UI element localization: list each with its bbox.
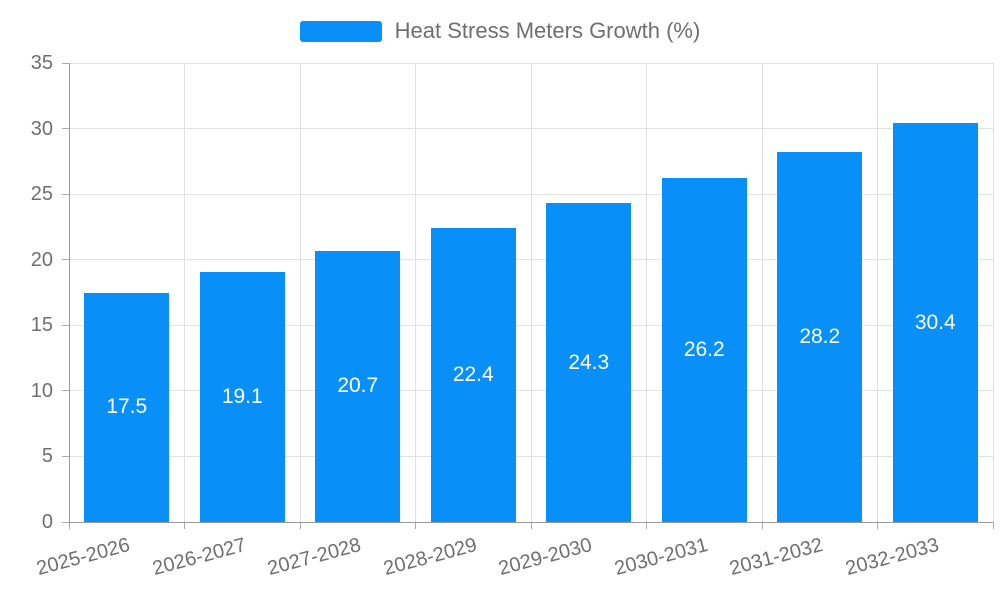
y-axis-label: 5	[41, 445, 53, 468]
y-axis-tick	[62, 259, 69, 261]
legend-label: Heat Stress Meters Growth (%)	[394, 18, 701, 43]
bar-value-label: 19.1	[221, 384, 263, 408]
x-axis-label: 2028-2029	[380, 534, 479, 581]
x-gridline	[415, 63, 416, 522]
bar[interactable]: 24.3	[546, 203, 632, 522]
x-axis-tick	[646, 522, 647, 529]
bar[interactable]: 19.1	[199, 271, 285, 522]
x-axis-label: 2027-2028	[265, 534, 364, 581]
legend-swatch	[299, 20, 382, 42]
y-axis-label: 30	[30, 117, 53, 140]
bar[interactable]: 26.2	[661, 178, 747, 522]
y-axis-label: 25	[30, 183, 53, 206]
y-axis-tick	[62, 455, 69, 457]
y-axis-label: 0	[41, 511, 53, 533]
bar-value-label: 26.2	[683, 338, 725, 362]
bar-value-label: 20.7	[337, 374, 379, 398]
y-axis-tick	[62, 62, 69, 64]
x-axis-tick	[530, 522, 532, 529]
x-axis-tick	[299, 522, 301, 529]
bar[interactable]: 30.4	[892, 123, 978, 522]
y-axis-tick	[62, 193, 69, 195]
x-axis-tick	[184, 522, 185, 529]
y-axis-tick	[62, 128, 69, 130]
y-axis-line	[69, 63, 70, 522]
bar-value-label: 28.2	[799, 325, 841, 349]
x-axis-label: 2032-2033	[842, 534, 941, 581]
x-axis-label: 2029-2030	[496, 534, 595, 581]
legend-item[interactable]: Heat Stress Meters Growth (%)	[0, 18, 1000, 44]
y-axis-label: 20	[30, 248, 53, 271]
x-axis-line	[69, 522, 993, 523]
x-gridline	[646, 63, 647, 522]
x-axis-label: 2026-2027	[149, 534, 248, 581]
bar[interactable]: 20.7	[315, 250, 401, 522]
bar[interactable]: 17.5	[84, 292, 170, 522]
x-gridline	[761, 63, 763, 522]
y-axis-label: 15	[30, 314, 53, 337]
x-axis-label: 2031-2032	[727, 534, 826, 581]
bar[interactable]: 28.2	[777, 152, 863, 522]
x-axis-tick	[68, 522, 70, 529]
y-axis-label: 35	[30, 52, 53, 74]
y-axis-tick	[62, 324, 69, 326]
y-axis-tick	[62, 521, 69, 523]
plot-area: 0 5 10 15 20 25 30 35 17.5 19.1 20.7 22.4 24.3 26.2 28…	[31, 52, 994, 580]
bar-value-label: 24.3	[568, 350, 610, 374]
x-axis-tick	[415, 522, 416, 529]
bar-value-label: 22.4	[452, 363, 494, 387]
x-gridline	[299, 63, 301, 522]
y-axis-label: 10	[30, 379, 53, 402]
x-axis-tick	[992, 522, 994, 529]
x-gridline	[530, 63, 532, 522]
bar-value-label: 30.4	[914, 310, 956, 334]
bar[interactable]: 22.4	[430, 228, 516, 522]
x-axis-tick	[761, 522, 763, 529]
x-gridline	[184, 63, 185, 522]
x-axis-label: 2025-2026	[34, 534, 133, 581]
x-axis-label: 2030-2031	[611, 534, 710, 581]
x-gridline	[877, 63, 878, 522]
x-gridline	[992, 63, 994, 522]
bar-value-label: 17.5	[106, 395, 148, 419]
x-axis-tick	[877, 522, 878, 529]
y-axis-tick	[62, 390, 69, 392]
